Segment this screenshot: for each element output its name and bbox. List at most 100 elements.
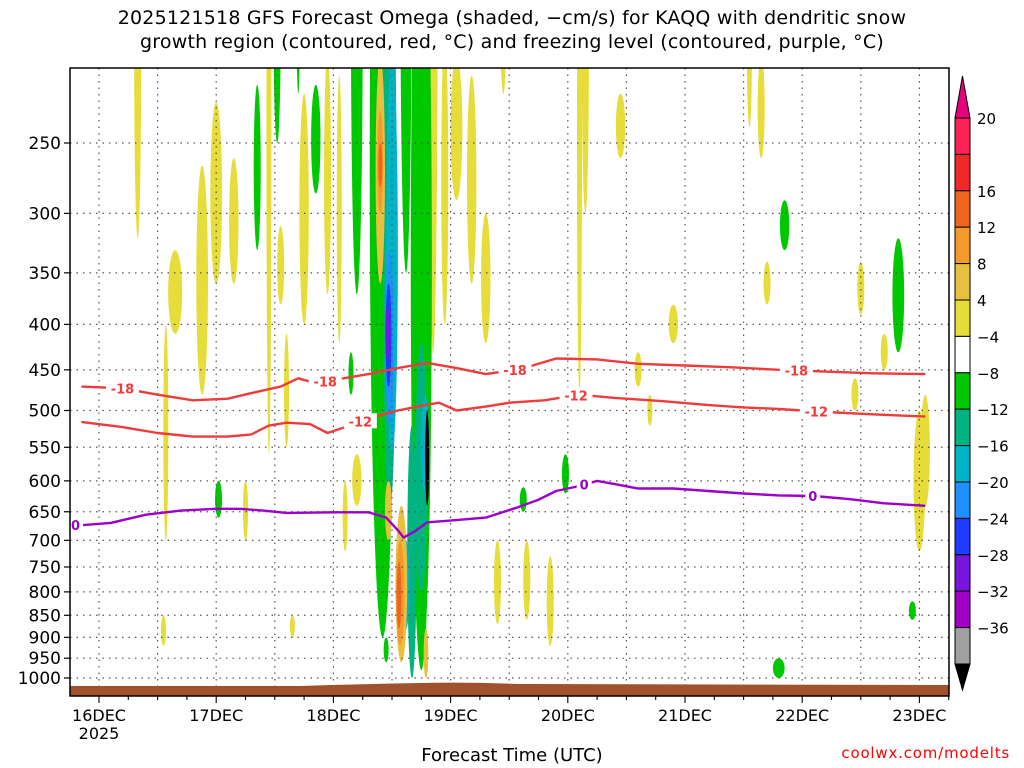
y-tick-label: 300	[29, 204, 61, 224]
contour-label: 0	[71, 519, 80, 534]
omega-shade-cell	[779, 200, 790, 251]
chart-title-line-2: growth region (contoured, red, °C) and f…	[140, 31, 884, 53]
omega-shade-cell	[266, 68, 272, 455]
colorbar-label: −12	[977, 401, 1009, 419]
x-tick-label: 21DEC	[658, 706, 712, 725]
pressure-axis: 2503003504004505005506006507007508008509…	[18, 134, 70, 689]
colorbar-label: −36	[977, 620, 1009, 638]
colorbar-label: 16	[977, 183, 996, 201]
contour-label-bg	[559, 387, 593, 403]
y-tick-label: 950	[29, 649, 61, 669]
terrain-fill	[70, 686, 949, 696]
colorbar-swatch	[954, 554, 971, 592]
colorbar-swatch	[954, 627, 971, 665]
contour-label: -18	[313, 376, 337, 391]
omega-shade-core	[396, 561, 402, 629]
colorbar-swatch	[954, 517, 971, 556]
omega-shade-cell	[284, 333, 290, 448]
y-tick-label: 600	[29, 472, 61, 492]
omega-shade-cell	[880, 333, 888, 370]
omega-shade-cell	[277, 226, 285, 305]
omega-shade-cell	[577, 68, 583, 395]
omega-shading-layer	[134, 0, 930, 678]
omega-shade-cell	[229, 158, 239, 284]
omega-shade-cell	[668, 304, 678, 344]
x-tick-label: 19DEC	[424, 706, 478, 725]
omega-shade-cell	[243, 480, 248, 541]
y-tick-label: 250	[29, 134, 61, 154]
omega-shade-cell	[311, 84, 321, 194]
x-tick-label: 23DEC	[892, 706, 946, 725]
omega-shade-cell	[400, 68, 412, 273]
omega-shade-cell	[763, 261, 771, 305]
y-tick-label: 500	[29, 402, 61, 422]
contour-label-bg	[70, 517, 84, 533]
omega-shade-cell	[273, 68, 281, 143]
y-tick-label: 650	[29, 503, 61, 523]
colorbar-swatch	[954, 190, 971, 228]
contour-line	[81, 357, 926, 402]
contour-label: -12	[805, 405, 829, 420]
omega-shade-cell	[920, 394, 930, 506]
y-tick-label: 1000	[18, 669, 61, 689]
omega-shade-core	[378, 143, 383, 187]
contour-label-bg	[308, 373, 342, 389]
omega-shade-cell	[336, 75, 342, 344]
colorbar-swatch	[954, 117, 971, 155]
colorbar-label: 20	[977, 110, 996, 128]
contour-label: -18	[785, 364, 809, 379]
source-credit: coolwx.com/modelts	[841, 744, 1010, 762]
omega-shade-core	[385, 304, 390, 362]
y-tick-label: 700	[29, 531, 61, 551]
omega-shade-cell	[523, 540, 531, 620]
terrain-layer	[70, 682, 949, 696]
contour-label-bg	[805, 487, 821, 503]
colorbar-swatch	[954, 372, 971, 410]
omega-shade-cell	[481, 213, 491, 344]
colorbar-label: −20	[977, 474, 1009, 492]
y-tick-label: 750	[29, 558, 61, 578]
y-tick-label: 400	[29, 315, 61, 335]
colorbar-swatch	[954, 153, 971, 192]
contour-label: -18	[111, 382, 135, 397]
omega-shade-cell	[196, 165, 208, 395]
x-tick-label: 18DEC	[306, 706, 360, 725]
contour-label-bg	[779, 362, 813, 378]
grid-layer	[70, 68, 949, 696]
omega-shade-cell	[351, 68, 363, 295]
omega-shade-cell	[450, 68, 463, 201]
contour-label: -12	[564, 389, 588, 404]
x-tick-label: 22DEC	[775, 706, 829, 725]
omega-shade-cell	[210, 102, 223, 284]
omega-shade-cell	[615, 93, 626, 159]
y-tick-label: 450	[29, 361, 61, 381]
contour-label-bg	[576, 476, 592, 492]
omega-shade-cell	[160, 615, 166, 646]
x-tick-year-label: 2025	[79, 724, 120, 743]
colorbar-swatch	[954, 335, 971, 374]
colorbar-swatch	[954, 408, 971, 447]
colorbar-swatch	[954, 263, 971, 301]
omega-shade-cell	[835, 0, 840, 16]
omega-shade-cell	[757, 68, 765, 159]
omega-shade-cell	[851, 378, 859, 411]
omega-shade-cell	[289, 615, 295, 638]
contour-layer: -18 -18 -18 -18 -12 -12 -12 0 0 0	[70, 357, 926, 539]
omega-shade-cell	[561, 454, 569, 494]
omega-shade-cell	[253, 84, 261, 251]
omega-shade-core	[407, 425, 417, 678]
omega-shade-cell	[519, 487, 527, 512]
omega-shade-core	[425, 410, 430, 506]
colorbar-bottom-arrow	[954, 663, 971, 692]
contour-label-bg	[343, 413, 377, 429]
contour-label: 0	[808, 490, 817, 505]
contour-label-bg	[105, 380, 139, 396]
colorbar-label: −28	[977, 547, 1009, 565]
omega-shade-core	[423, 628, 429, 678]
y-tick-label: 350	[29, 264, 61, 284]
omega-shade-cell	[324, 68, 332, 295]
colorbar-label: 12	[977, 219, 996, 237]
contour-line	[81, 479, 926, 539]
